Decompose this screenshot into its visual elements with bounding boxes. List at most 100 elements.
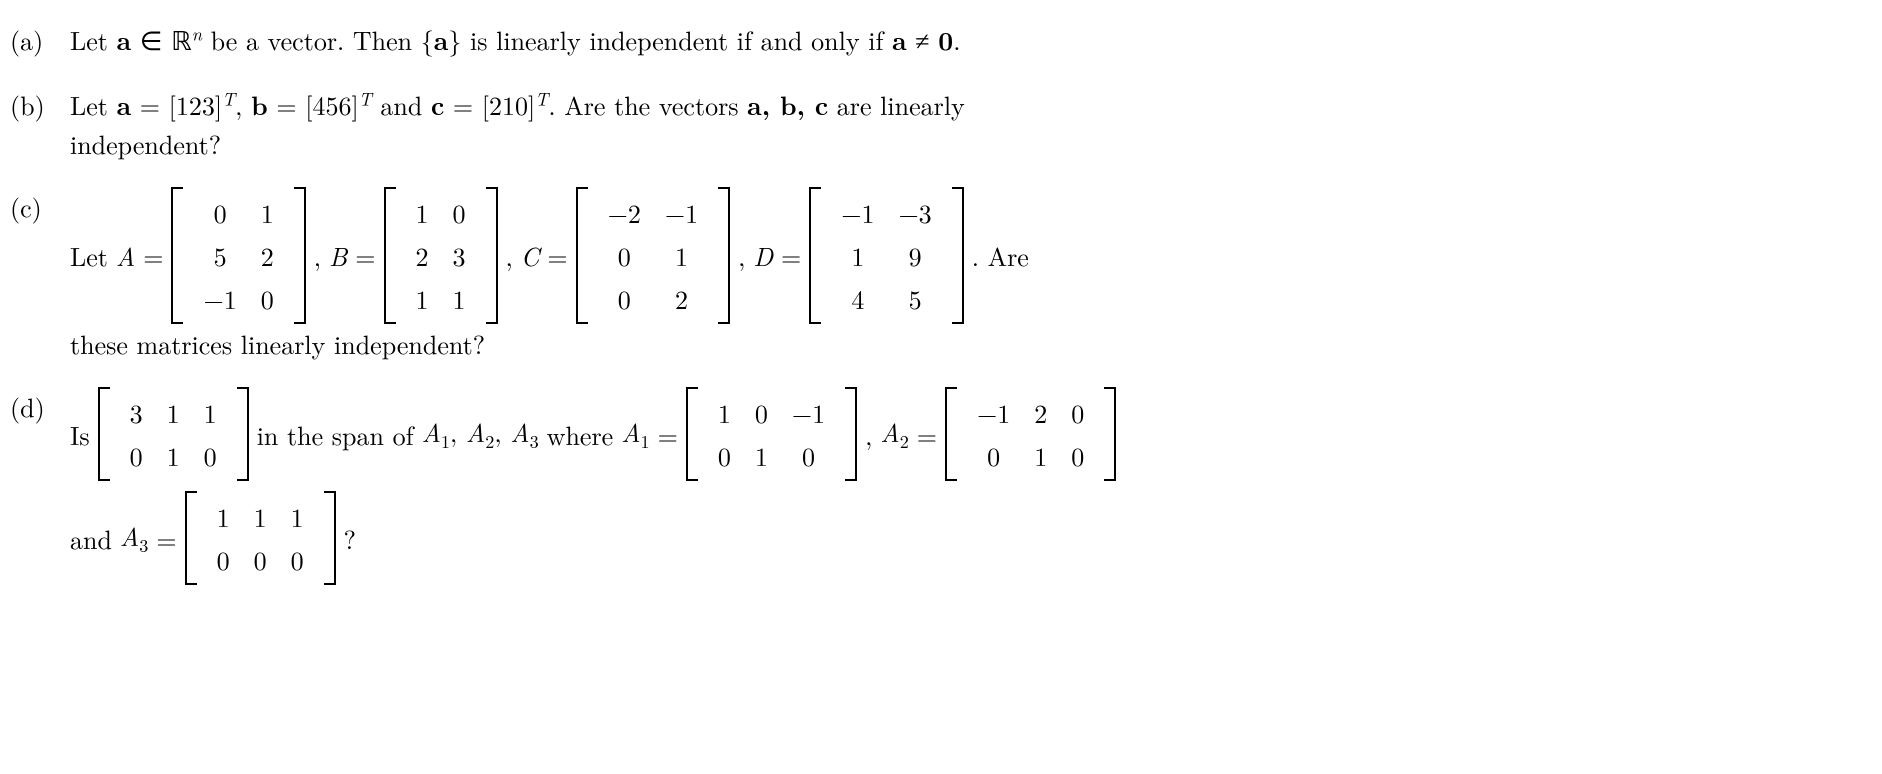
matrix-cell: 1 (829, 234, 886, 277)
abc: a, b, c (747, 86, 828, 123)
matM-table: 311010 (118, 391, 229, 477)
matA2-table: −120010 (965, 391, 1096, 477)
eq: = (658, 415, 678, 454)
matrix-cell: 0 (192, 434, 229, 477)
sep: , (314, 236, 321, 275)
matC-table: −2−10102 (596, 191, 710, 320)
zero: 0 (938, 21, 953, 58)
elem: ∈ (131, 21, 171, 58)
eq: = (917, 415, 937, 454)
matrix-cell: 0 (441, 191, 478, 234)
label-a: (a) (10, 20, 70, 61)
matrix-cell: 0 (249, 277, 286, 320)
matrix-cell: 0 (965, 434, 1022, 477)
q: ? (344, 519, 356, 558)
matrix-cell: 0 (780, 434, 837, 477)
matA1-table: 10−1010 (706, 391, 837, 477)
matrix-cell: 1 (404, 191, 441, 234)
sep: , (738, 236, 745, 275)
content-b: Let a = [123]T, b = [456]T and c = [210]… (70, 85, 1872, 163)
A2: A (466, 413, 485, 450)
A: A (116, 236, 135, 275)
matrix-cell: 1 (706, 391, 743, 434)
matrix-cell: 1 (1022, 434, 1059, 477)
label-d: (d) (10, 387, 70, 585)
s3: 3 (530, 428, 539, 454)
matrix-cell: 0 (1059, 391, 1096, 434)
text: . Are (972, 236, 1029, 275)
A1: A (422, 413, 441, 450)
where: where (547, 415, 614, 454)
line2: these matrices linearly independent? (70, 324, 1872, 363)
matrix-cell: 1 (242, 495, 279, 538)
matrix-cell: 1 (279, 495, 316, 538)
matrix-cell: 3 (441, 234, 478, 277)
neq: ≠ (907, 21, 939, 58)
A3: A (510, 413, 529, 450)
text: Is (70, 415, 90, 454)
label-c: (c) (10, 187, 70, 363)
vec-b: b (251, 86, 268, 123)
problem-c: (c) Let A = 0152−10 , B = 102311 , C = (10, 187, 1872, 363)
problem-d: (d) Is 311010 in the span of A1, A2, A3 … (10, 387, 1872, 585)
label-b: (b) (10, 85, 70, 163)
D: D (753, 236, 773, 275)
matrix-cell: 5 (886, 277, 943, 320)
matrix-cell: 0 (1059, 434, 1096, 477)
matrix-cell: 2 (404, 234, 441, 277)
matrix-cell: 0 (596, 277, 653, 320)
matrix-cell: −3 (886, 191, 943, 234)
sep: , (506, 236, 513, 275)
matrix-cell: −1 (965, 391, 1022, 434)
matrix-cell: 5 (191, 234, 248, 277)
eq: = (143, 236, 163, 275)
s2: 2 (485, 428, 494, 454)
eq: = (156, 519, 176, 558)
matrix-D: −1−31945 (809, 187, 963, 324)
text: are linearly (828, 86, 965, 123)
R: ℝ (171, 27, 192, 56)
matrix-cell: 9 (886, 234, 943, 277)
content-a: Let a ∈ ℝn be a vector. Then {a} is line… (70, 20, 1872, 61)
matrix-cell: 0 (118, 434, 155, 477)
matrix-cell: 1 (205, 495, 242, 538)
matrix-cell: 2 (1022, 391, 1059, 434)
matrix-cell: 4 (829, 277, 886, 320)
vec-a: a (434, 21, 449, 58)
matB-table: 102311 (404, 191, 478, 320)
matrix-cell: 0 (706, 434, 743, 477)
matrix-cell: −1 (780, 391, 837, 434)
vec-a: a (117, 86, 132, 123)
n: n (192, 21, 202, 46)
B: B (329, 236, 347, 275)
matrix-cell: 0 (279, 538, 316, 581)
T: T (535, 86, 548, 111)
matrix-cell: 0 (743, 391, 780, 434)
s1: 1 (441, 428, 450, 454)
s3: 3 (139, 532, 148, 558)
A3: A (120, 517, 139, 554)
s2: 2 (900, 428, 909, 454)
s1: 1 (641, 428, 650, 454)
matrix-cell: 1 (192, 391, 229, 434)
text: Let (70, 21, 117, 58)
eq: = [456] (268, 86, 359, 123)
matA-table: 0152−10 (191, 191, 285, 320)
A2: A (880, 413, 899, 450)
matrix-cell: −1 (829, 191, 886, 234)
and: and (70, 519, 112, 558)
matrix-cell: 0 (205, 538, 242, 581)
period: . (953, 21, 960, 58)
matrix-cell: 1 (249, 191, 286, 234)
matrix-A: 0152−10 (171, 187, 305, 324)
text: Let (70, 86, 117, 123)
T: T (359, 86, 372, 111)
matA3-table: 111000 (205, 495, 316, 581)
matrix-B: 102311 (384, 187, 498, 324)
problem-a: (a) Let a ∈ ℝn be a vector. Then {a} is … (10, 20, 1872, 61)
text: . Are the vectors (548, 86, 747, 123)
eq: = [210] (444, 86, 535, 123)
matrix-cell: 3 (118, 391, 155, 434)
eq: = (355, 236, 375, 275)
sep: , (494, 413, 510, 450)
